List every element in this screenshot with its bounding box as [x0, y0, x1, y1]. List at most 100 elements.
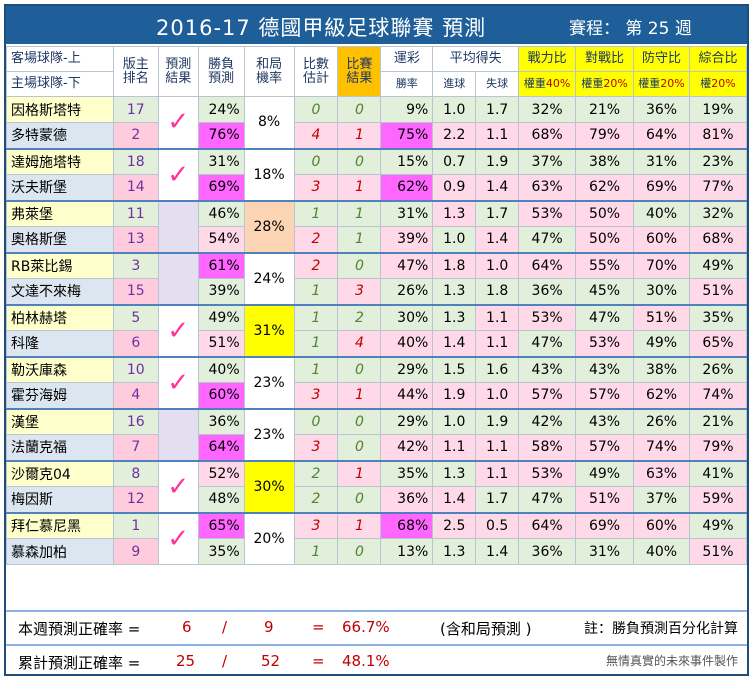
away-ov-ratio: 49%: [688, 251, 748, 279]
header-power-ratio: 戰力比: [518, 46, 577, 72]
table-row: 科隆 6 51% 1 4 40% 1.4 1.1 47% 53% 49% 65%: [6, 330, 748, 357]
home-h2h-ratio: 45%: [575, 278, 635, 305]
home-score-estimate: 3: [293, 382, 339, 409]
home-h2h-ratio: 57%: [575, 382, 635, 409]
table-row: 拜仁慕尼黑 1 ✓ 65% 20% 3 1 68% 2.5 0.5 64% 69% 60% 49%: [6, 511, 748, 565]
away-rank: 8: [112, 459, 159, 487]
home-goals-against: 1.4: [475, 174, 520, 201]
away-lottery-win: 9%: [380, 96, 434, 123]
cumulative-accuracy-label: 累計預測正確率 =: [18, 654, 141, 672]
home-h2h-ratio: 62%: [575, 174, 635, 201]
away-rank: 16: [112, 407, 159, 435]
home-ov-ratio: 51%: [688, 538, 748, 565]
header-avg-goals: 平均得失: [432, 46, 520, 72]
home-h2h-ratio: 53%: [575, 330, 635, 357]
cumulative-accuracy-pct: 48.1%: [342, 652, 390, 670]
draw-probability: 23%: [243, 407, 295, 461]
away-team-name: 拜仁慕尼黑: [6, 511, 114, 539]
away-ov-ratio: 41%: [688, 459, 748, 487]
away-df-ratio: 63%: [633, 459, 690, 487]
home-score-estimate: 3: [293, 174, 339, 201]
home-win-pct: 51%: [197, 330, 245, 357]
weekly-accuracy-pct: 66.7%: [342, 618, 390, 636]
home-goals-for: 1.3: [432, 278, 477, 305]
away-ov-ratio: 26%: [688, 355, 748, 383]
draw-probability: 23%: [243, 355, 295, 409]
header-power-weight: 權重40%: [518, 71, 577, 97]
away-goals-against: 1.6: [475, 355, 520, 383]
check-icon: ✓: [167, 367, 190, 398]
home-lottery-win: 26%: [380, 278, 434, 305]
away-win-pct: 49%: [197, 303, 245, 331]
home-goals-against: 1.4: [475, 226, 520, 253]
home-ov-ratio: 74%: [688, 382, 748, 409]
away-df-ratio: 40%: [633, 199, 690, 227]
header-draw-probability: 和局機率: [243, 46, 295, 97]
home-goals-for: 2.2: [432, 122, 477, 149]
home-lottery-win: 42%: [380, 434, 434, 461]
away-win-pct: 52%: [197, 459, 245, 487]
home-win-pct: 76%: [197, 122, 245, 149]
home-lottery-win: 62%: [380, 174, 434, 201]
home-df-ratio: 49%: [633, 330, 690, 357]
header-h2h-weight: 權重20%: [575, 71, 635, 97]
draw-probability: 8%: [243, 96, 295, 149]
home-match-result: 0: [337, 538, 382, 565]
away-goals-for: 2.5: [432, 511, 477, 539]
home-ov-ratio: 59%: [688, 486, 748, 513]
table-row: 沃夫斯堡 14 69% 3 1 62% 0.9 1.4 63% 62% 69% 77%: [6, 174, 748, 201]
away-h2h-ratio: 49%: [575, 459, 635, 487]
prediction-sheet: 2016-17 德國甲級足球聯賽 預測 賽程： 第 25 週 客場球隊-上 版主…: [4, 4, 749, 676]
away-match-result: 2: [337, 303, 382, 331]
home-df-ratio: 60%: [633, 226, 690, 253]
table-row: 奧格斯堡 13 54% 2 1 39% 1.0 1.4 47% 50% 60% 68%: [6, 226, 748, 253]
away-ov-ratio: 21%: [688, 407, 748, 435]
header-defense-ratio: 防守比: [633, 46, 690, 72]
away-match-result: 0: [337, 96, 382, 123]
away-df-ratio: 70%: [633, 251, 690, 279]
header-defense-weight: 權重20%: [633, 71, 690, 97]
prediction-result: ✓: [157, 147, 199, 201]
table-row: 漢堡 16 36% 23% 0 0 29% 1.0 1.9 42% 43% 26% 21%: [6, 407, 748, 461]
away-h2h-ratio: 69%: [575, 511, 635, 539]
home-df-ratio: 62%: [633, 382, 690, 409]
header-lottery: 運彩: [380, 46, 434, 72]
header-away-team: 客場球隊-上: [6, 46, 114, 72]
away-win-pct: 24%: [197, 96, 245, 123]
cumulative-accuracy-row: 累計預測正確率 = 25 / 52 = 48.1% 無情真實的未來事件製作: [6, 644, 747, 676]
away-goals-for: 1.3: [432, 199, 477, 227]
away-goals-for: 1.3: [432, 459, 477, 487]
home-score-estimate: 1: [293, 330, 339, 357]
header-win-prediction: 勝負預測: [197, 46, 245, 97]
away-score-estimate: 2: [293, 459, 339, 487]
weekly-accuracy-row: 本週預測正確率 = 6 / 9 = 66.7% (含和局預測 ) 註：勝負預測百…: [6, 610, 747, 642]
away-goals-for: 1.8: [432, 251, 477, 279]
away-match-result: 0: [337, 407, 382, 435]
draw-probability: 18%: [243, 147, 295, 201]
draw-probability: 20%: [243, 511, 295, 565]
away-goals-against: 1.1: [475, 459, 520, 487]
away-win-pct: 40%: [197, 355, 245, 383]
away-ov-ratio: 35%: [688, 303, 748, 331]
table-row: RB萊比錫 3 61% 24% 2 0 47% 1.8 1.0 64% 55% 70% 49%: [6, 251, 748, 305]
draw-probability: 28%: [243, 199, 295, 253]
home-team-name: 慕森加柏: [6, 538, 114, 565]
home-match-result: 4: [337, 330, 382, 357]
away-df-ratio: 60%: [633, 511, 690, 539]
away-h2h-ratio: 43%: [575, 355, 635, 383]
header-prediction: 預測結果: [157, 46, 199, 97]
away-team-name: 勒沃庫森: [6, 355, 114, 383]
home-df-ratio: 74%: [633, 434, 690, 461]
home-rank: 6: [112, 330, 159, 357]
home-ov-ratio: 65%: [688, 330, 748, 357]
home-win-pct: 64%: [197, 434, 245, 461]
home-h2h-ratio: 31%: [575, 538, 635, 565]
prediction-result: [157, 407, 199, 461]
home-h2h-ratio: 50%: [575, 226, 635, 253]
home-team-name: 沃夫斯堡: [6, 174, 114, 201]
away-win-pct: 46%: [197, 199, 245, 227]
away-df-ratio: 31%: [633, 147, 690, 175]
schedule-label: 賽程： 第 25 週: [569, 19, 692, 39]
away-h2h-ratio: 38%: [575, 147, 635, 175]
home-pw-ratio: 47%: [518, 226, 577, 253]
